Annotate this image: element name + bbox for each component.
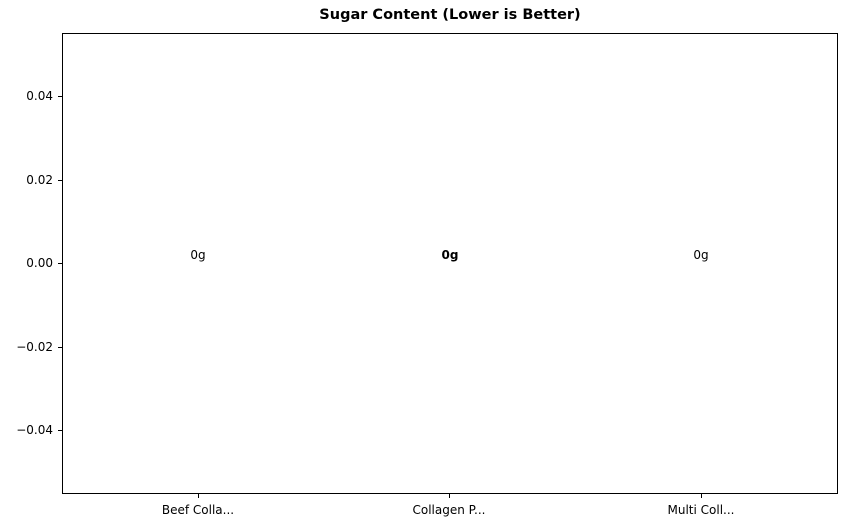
- y-tick: −0.02: [0, 339, 62, 355]
- y-tick-label: −0.04: [16, 423, 53, 437]
- y-tick-mark: [58, 347, 62, 348]
- x-tick-mark: [701, 494, 702, 498]
- x-tick-label: Collagen P...: [412, 503, 486, 517]
- y-tick-label: −0.02: [16, 340, 53, 354]
- bar-value-label: 0g: [693, 248, 709, 262]
- bar-value-label: 0g: [441, 248, 459, 262]
- y-tick-mark: [58, 430, 62, 431]
- x-tick-mark: [198, 494, 199, 498]
- y-tick-mark: [58, 96, 62, 97]
- y-tick: −0.04: [0, 422, 62, 438]
- bar-value-label: 0g: [190, 248, 206, 262]
- chart-title: Sugar Content (Lower is Better): [319, 7, 581, 23]
- y-tick: 0.02: [0, 172, 62, 188]
- plot-area: [62, 33, 838, 494]
- y-tick-label: 0.04: [26, 89, 53, 103]
- x-tick: Collagen P...: [349, 494, 549, 524]
- y-tick: 0.00: [0, 255, 62, 271]
- x-tick: Multi Coll...: [601, 494, 801, 524]
- y-tick-label: 0.00: [26, 256, 53, 270]
- x-tick-label: Beef Colla...: [161, 503, 235, 517]
- x-tick: Beef Colla...: [98, 494, 298, 524]
- y-tick-mark: [58, 263, 62, 264]
- x-tick-mark: [449, 494, 450, 498]
- y-tick-mark: [58, 180, 62, 181]
- y-tick-label: 0.02: [26, 173, 53, 187]
- x-tick-label: Multi Coll...: [667, 503, 735, 517]
- y-tick: 0.04: [0, 88, 62, 104]
